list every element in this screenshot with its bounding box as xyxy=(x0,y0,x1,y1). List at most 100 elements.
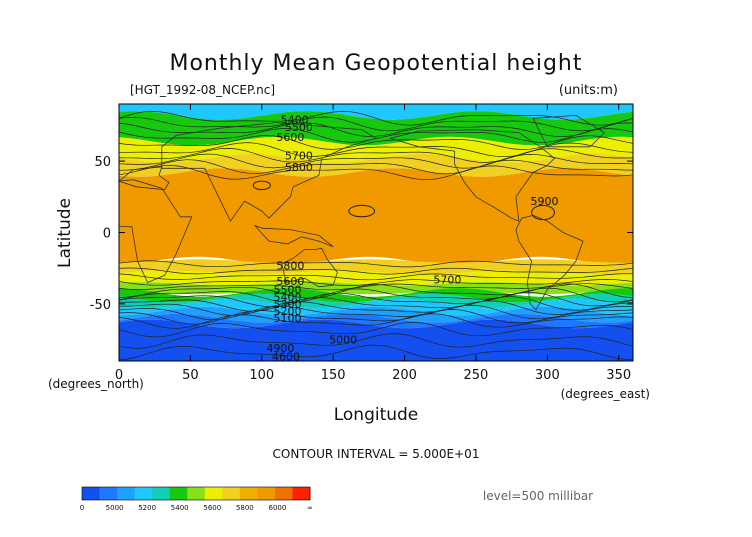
contour-label: 5500 xyxy=(285,121,313,134)
contour-line xyxy=(119,165,633,181)
y-axis-title: Latitude xyxy=(55,198,75,268)
x-tick-label: 250 xyxy=(464,368,489,383)
colorbar-swatch xyxy=(169,487,188,500)
coastline xyxy=(281,247,338,288)
color-band xyxy=(119,154,633,177)
color-band xyxy=(119,111,633,146)
contour-line xyxy=(119,116,633,132)
y-tick-label: -50 xyxy=(90,298,111,313)
colorbar-label: 5200 xyxy=(138,504,156,512)
y-tick-label: 0 xyxy=(103,227,111,242)
colorbar-swatch xyxy=(187,487,206,500)
colorbar-label: ∞ xyxy=(307,504,313,512)
contour-line xyxy=(119,153,633,169)
x-tick-label: 300 xyxy=(535,368,560,383)
contour-line xyxy=(119,159,633,175)
level-text: level=500 millibar xyxy=(483,489,593,503)
contour-label: 5700 xyxy=(285,149,313,162)
x-tick-label: 150 xyxy=(321,368,346,383)
contour-label: 4600 xyxy=(272,351,300,364)
contour-labels: 5400550056005700580059005800570056005500… xyxy=(266,114,558,364)
colorbar-label: 5600 xyxy=(203,504,221,512)
x-axis-title: Longitude xyxy=(334,405,419,425)
chart-subtitle-file: [HGT_1992-08_NCEP.nc] xyxy=(130,83,275,97)
coastline xyxy=(119,179,193,284)
contour-label: 5600 xyxy=(276,131,304,144)
x-tick-label: 200 xyxy=(392,368,417,383)
contour-line xyxy=(119,300,633,316)
colorbar: 0 5000 5200 5400 5600 5800 6000 ∞ xyxy=(80,486,313,512)
x-unit-label: (degrees_east) xyxy=(561,387,650,401)
contour-line xyxy=(119,283,633,299)
contour-line xyxy=(119,273,633,281)
contour-label: 5700 xyxy=(433,274,461,287)
contour-interval-text: CONTOUR INTERVAL = 5.000E+01 xyxy=(273,447,480,461)
color-band xyxy=(119,306,633,323)
colorbar-swatch xyxy=(274,487,293,500)
color-band xyxy=(119,319,633,361)
contour-label: 5800 xyxy=(276,259,304,272)
colorbar-label: 0 xyxy=(80,504,84,512)
color-band xyxy=(119,136,633,163)
contour-line xyxy=(119,291,633,308)
contour-line xyxy=(119,148,633,163)
colorbar-swatch xyxy=(134,487,153,500)
contour-line xyxy=(119,283,633,291)
contour-label: 5200 xyxy=(273,305,301,318)
contour-label: 5900 xyxy=(530,195,558,208)
contour-label: 5500 xyxy=(273,284,301,297)
contour-closed-line xyxy=(252,180,271,191)
coastline xyxy=(119,166,170,191)
contour-line xyxy=(119,296,633,312)
colorbar-swatch xyxy=(204,487,223,500)
contour-line xyxy=(119,260,633,268)
contour-line xyxy=(119,321,633,338)
color-bands xyxy=(119,104,633,361)
contour-line xyxy=(119,344,633,361)
colorbar-swatch xyxy=(239,487,258,500)
colorbar-swatch xyxy=(257,487,276,500)
coastline xyxy=(254,225,334,248)
contour-closed-line xyxy=(348,204,376,218)
x-tick-label: 350 xyxy=(606,368,631,383)
contour-label: 5100 xyxy=(273,312,301,325)
contour-label: 5000 xyxy=(329,334,357,347)
contour-line xyxy=(119,111,633,126)
color-band xyxy=(119,299,633,316)
color-band xyxy=(119,288,633,303)
colorbar-swatch xyxy=(222,487,241,500)
y-tick-label: 50 xyxy=(94,155,111,170)
colorbar-swatch xyxy=(117,487,136,500)
x-tick-label: 0 xyxy=(115,368,123,383)
colorbar-label: 5800 xyxy=(236,504,254,512)
colorbar-frame xyxy=(81,486,311,501)
contour-label: 5800 xyxy=(285,161,313,174)
colorbar-label: 5400 xyxy=(171,504,189,512)
chart-units: (units:m) xyxy=(559,83,618,98)
contour-label: 5400 xyxy=(281,114,309,127)
color-band xyxy=(119,293,633,309)
colorbar-swatch xyxy=(82,487,101,500)
color-band xyxy=(119,168,633,266)
x-tick-label: 50 xyxy=(182,368,199,383)
contour-line xyxy=(119,309,633,325)
coastline xyxy=(532,114,606,148)
contour-label: 4900 xyxy=(266,342,294,355)
chart-title: Monthly Mean Geopotential height xyxy=(169,51,582,76)
colorbar-swatch xyxy=(99,487,118,500)
coastline xyxy=(515,214,584,311)
colorbar-swatch xyxy=(152,487,171,500)
y-axis: -50 0 50 xyxy=(90,155,633,313)
coastline xyxy=(388,129,556,222)
color-band xyxy=(119,313,633,329)
x-axis: 0 50 100 150 200 250 300 350 xyxy=(115,104,631,383)
contour-label: 5400 xyxy=(273,291,301,304)
contour-line xyxy=(119,304,633,321)
contour-line xyxy=(119,279,633,286)
contour-label: 5600 xyxy=(276,275,304,288)
colorbar-label: 6000 xyxy=(269,504,287,512)
contour-line xyxy=(119,313,633,329)
contour-line xyxy=(119,287,633,303)
color-band xyxy=(119,104,633,120)
